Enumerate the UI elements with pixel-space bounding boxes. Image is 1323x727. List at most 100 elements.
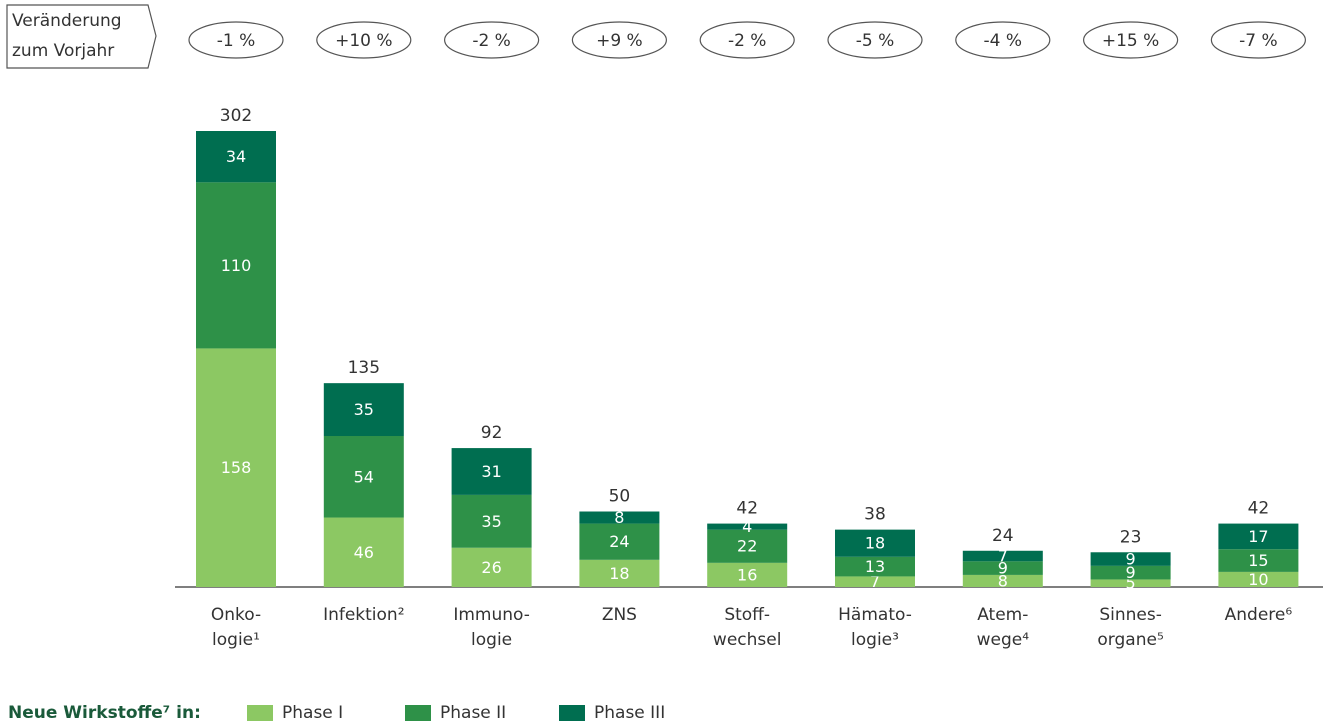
category-label: logie³ <box>851 630 899 650</box>
segment-label: 22 <box>737 537 757 556</box>
bar-segment <box>835 576 915 587</box>
segment-label: 9 <box>998 559 1008 578</box>
segment-label: 8 <box>998 571 1008 590</box>
category-label: Onko- <box>211 605 261 625</box>
category-label: Andere⁶ <box>1225 605 1293 625</box>
change-value: +9 % <box>596 31 643 51</box>
bar-segment <box>451 448 532 495</box>
segment-label: 110 <box>221 256 252 275</box>
bar-segment <box>196 131 276 183</box>
bar-segment <box>962 574 1043 587</box>
bar-segment <box>196 348 276 587</box>
legend-swatch <box>247 705 273 721</box>
total-label: 23 <box>1120 527 1142 547</box>
bar-segment <box>1090 552 1171 566</box>
bar-segment <box>1218 549 1299 572</box>
segment-label: 35 <box>354 400 374 419</box>
segment-label: 35 <box>481 512 501 531</box>
change-value: -5 % <box>856 31 895 51</box>
legend-title: Neue Wirkstoffe⁷ in: <box>8 703 201 723</box>
segment-label: 9 <box>1126 550 1136 569</box>
total-label: 135 <box>348 358 380 378</box>
total-label: 24 <box>992 526 1014 546</box>
category-label: Atem- <box>977 605 1028 625</box>
segment-label: 31 <box>481 462 501 481</box>
change-value: -1 % <box>217 31 256 51</box>
segment-label: 54 <box>354 467 374 486</box>
bar-segment <box>579 511 660 524</box>
category-label: Infektion² <box>323 605 404 625</box>
category-label: ZNS <box>602 605 637 625</box>
segment-label: 7 <box>870 572 880 591</box>
category-label: logie¹ <box>212 630 260 650</box>
change-oval <box>955 21 1051 59</box>
bar-segment <box>451 494 532 548</box>
bar-segment <box>707 523 788 530</box>
segment-label: 18 <box>609 564 629 583</box>
change-oval <box>316 21 412 59</box>
legend-swatch <box>559 705 585 721</box>
bar-segment <box>196 182 276 349</box>
segment-label: 46 <box>354 543 374 562</box>
total-label: 302 <box>220 106 252 126</box>
change-value: -7 % <box>1239 31 1278 51</box>
segment-label: 8 <box>614 508 624 527</box>
bar-segment <box>579 523 660 560</box>
category-label: organe⁵ <box>1097 630 1163 650</box>
bar-segment <box>707 529 788 563</box>
change-oval <box>444 21 540 59</box>
change-oval <box>571 21 668 59</box>
total-label: 42 <box>736 499 758 519</box>
legend-label: Phase III <box>594 703 665 723</box>
change-oval <box>1082 21 1179 59</box>
change-value: -4 % <box>984 31 1023 51</box>
bar-segment <box>451 547 532 587</box>
category-label: wege⁴ <box>977 630 1030 650</box>
legend-swatch <box>405 705 431 721</box>
bar-segment <box>962 561 1043 575</box>
bar-segment <box>1218 523 1299 550</box>
category-label: Sinnes- <box>1099 605 1162 625</box>
segment-label: 9 <box>1126 563 1136 582</box>
segment-label: 15 <box>1248 551 1268 570</box>
segment-label: 16 <box>737 565 757 584</box>
bar-segment <box>1090 565 1171 580</box>
bar-segment <box>962 550 1043 562</box>
segment-label: 18 <box>865 534 885 553</box>
bar-segment <box>323 383 404 437</box>
bar-segment <box>835 529 915 557</box>
segment-label: 7 <box>998 547 1008 566</box>
segment-label: 26 <box>481 558 501 577</box>
total-label: 92 <box>481 423 503 443</box>
bar-segment <box>1090 579 1171 587</box>
legend-label: Phase II <box>440 703 506 723</box>
segment-label: 24 <box>609 532 629 551</box>
bar-segment <box>323 517 404 587</box>
segment-label: 10 <box>1248 570 1268 589</box>
change-oval <box>1210 21 1307 59</box>
category-label: Hämato- <box>838 605 912 625</box>
segment-label: 158 <box>221 458 252 477</box>
bar-segment <box>835 556 915 577</box>
change-value: -2 % <box>728 31 767 51</box>
change-label: zum Vorjahr <box>12 41 114 61</box>
change-value: +15 % <box>1102 31 1159 51</box>
category-label: Stoff- <box>724 605 770 625</box>
total-label: 50 <box>609 487 631 507</box>
segment-label: 13 <box>865 557 885 576</box>
category-label: wechsel <box>713 630 782 650</box>
bar-segment <box>323 436 404 518</box>
segment-label: 4 <box>742 517 752 536</box>
change-value: +10 % <box>335 31 392 51</box>
legend-label: Phase I <box>282 703 343 723</box>
category-label: logie <box>471 630 512 650</box>
segment-label: 17 <box>1248 527 1268 546</box>
change-label: Veränderung <box>12 11 122 31</box>
total-label: 42 <box>1248 499 1270 519</box>
category-label: Immuno- <box>453 605 530 625</box>
change-oval <box>188 21 284 59</box>
bar-segment <box>579 559 660 587</box>
change-oval <box>827 21 923 59</box>
segment-label: 5 <box>1126 574 1136 593</box>
